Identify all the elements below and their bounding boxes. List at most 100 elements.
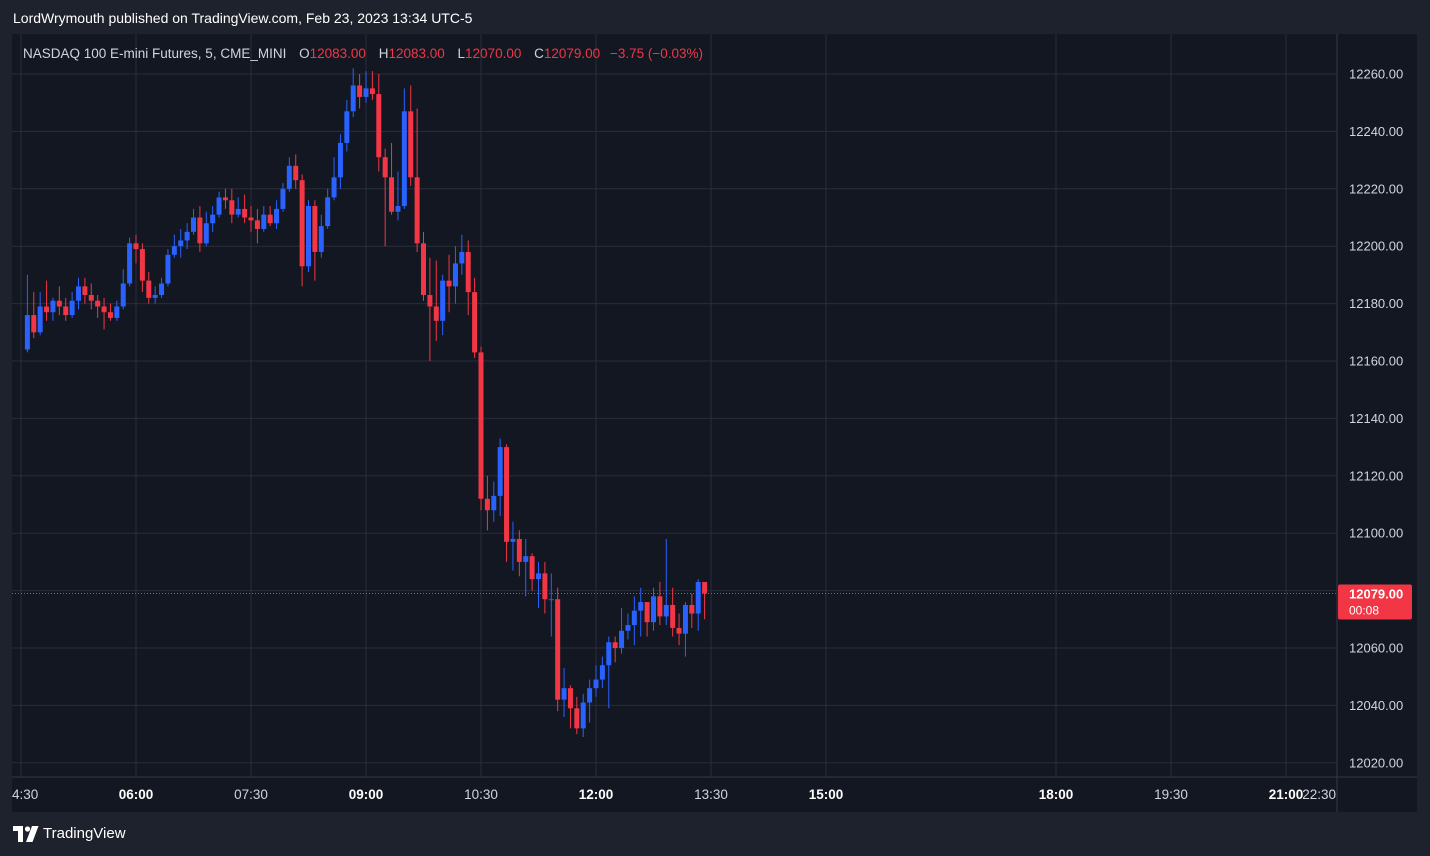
candle-body: [171, 246, 177, 255]
candle-up: [682, 602, 688, 657]
price-axis-label: 12120.00: [1349, 468, 1403, 483]
price-axis-label: 12200.00: [1349, 239, 1403, 254]
candle-up: [363, 71, 369, 103]
candle-body: [523, 556, 529, 562]
candle-body: [350, 85, 356, 112]
candle-body: [82, 286, 88, 295]
time-axis-label: 07:30: [234, 787, 268, 802]
candle-body: [127, 243, 133, 284]
candle-up: [325, 188, 331, 229]
candle-down: [389, 142, 395, 215]
candle-body: [210, 214, 216, 224]
candle-body: [478, 352, 484, 499]
candle-up: [37, 292, 43, 336]
candle-up: [510, 521, 516, 571]
candle-up: [69, 292, 75, 318]
price-axis-label: 12140.00: [1349, 411, 1403, 426]
candle-up: [599, 656, 605, 689]
price-axis-label: 12220.00: [1349, 181, 1403, 196]
candle-body: [369, 88, 375, 95]
candle-body: [69, 300, 75, 316]
candlestick-chart[interactable]: 12020.0012040.0012060.0012080.0012100.00…: [12, 34, 1417, 812]
symbol-name[interactable]: NASDAQ 100 E-mini Futures, 5, CME_MINI: [23, 46, 287, 61]
candle-body: [516, 538, 522, 562]
tradingview-logo-icon: [13, 825, 39, 842]
candle-down: [82, 277, 88, 304]
candle-down: [267, 206, 273, 227]
candle-body: [529, 556, 535, 580]
candle-body: [695, 581, 701, 614]
candle-up: [497, 438, 503, 516]
candle-up: [561, 668, 567, 717]
tradingview-brand[interactable]: TradingView: [13, 825, 126, 842]
candle-up: [631, 596, 637, 646]
candle-body: [408, 111, 414, 178]
candle-body: [663, 604, 669, 617]
candle-body: [548, 599, 554, 601]
candle-down: [229, 188, 235, 224]
candle-up: [523, 538, 529, 597]
candle-down: [676, 613, 682, 646]
candle-down: [446, 254, 452, 313]
candle-up: [210, 206, 216, 232]
candle-body: [504, 447, 510, 542]
close-label: C: [534, 46, 544, 61]
candle-up: [203, 211, 209, 247]
candle-body: [229, 200, 235, 215]
candle-body: [497, 447, 503, 496]
candle-down: [472, 277, 478, 359]
candle-body: [337, 142, 343, 178]
candle-body: [401, 111, 407, 207]
low-label: L: [457, 46, 466, 61]
candle-down: [689, 593, 695, 628]
candle-up: [548, 573, 554, 637]
candle-body: [682, 604, 688, 634]
candle-down: [31, 292, 37, 339]
candle-up: [235, 197, 241, 218]
candle-body: [395, 206, 401, 212]
candle-body: [280, 188, 286, 209]
candle-up: [120, 269, 126, 310]
candle-body: [133, 243, 139, 250]
candle-body: [312, 206, 318, 252]
candle-up: [625, 613, 631, 640]
time-axis-label: 18:00: [1039, 787, 1074, 802]
candle-down: [542, 561, 548, 614]
price-axis-label: 12040.00: [1349, 698, 1403, 713]
candle-body: [676, 627, 682, 634]
candle-body: [101, 306, 107, 313]
chart-frame[interactable]: 12020.0012040.0012060.0012080.0012100.00…: [12, 34, 1417, 812]
candle-body: [178, 240, 184, 247]
candle-body: [24, 315, 30, 350]
time-axis-label: 22:30: [1302, 787, 1336, 802]
candle-body: [293, 165, 299, 181]
candle-up: [216, 191, 222, 218]
candle-body: [325, 197, 331, 227]
candle-body: [37, 306, 43, 333]
candle-down: [133, 234, 139, 264]
candle-down: [197, 206, 203, 252]
candle-body: [484, 498, 490, 511]
symbol-legend[interactable]: NASDAQ 100 E-mini Futures, 5, CME_MINI O…: [23, 46, 703, 61]
brand-name: TradingView: [43, 825, 126, 842]
candle-up: [114, 300, 120, 321]
candle-body: [88, 294, 94, 301]
candle-body: [63, 306, 69, 316]
candle-body: [452, 263, 458, 287]
candle-body: [376, 94, 382, 158]
candle-body: [389, 177, 395, 212]
candle-up: [286, 157, 292, 192]
candle-down: [657, 581, 663, 626]
candle-body: [593, 679, 599, 689]
candle-body: [619, 630, 625, 648]
candle-down: [414, 108, 420, 252]
candle-up: [159, 277, 165, 298]
candle-body: [267, 214, 273, 224]
candle-body: [689, 604, 695, 614]
candle-body: [76, 286, 81, 301]
candle-down: [376, 74, 382, 172]
candle-body: [235, 208, 241, 215]
candle-body: [50, 300, 56, 313]
candle-down: [555, 587, 561, 712]
candle-down: [146, 272, 152, 304]
